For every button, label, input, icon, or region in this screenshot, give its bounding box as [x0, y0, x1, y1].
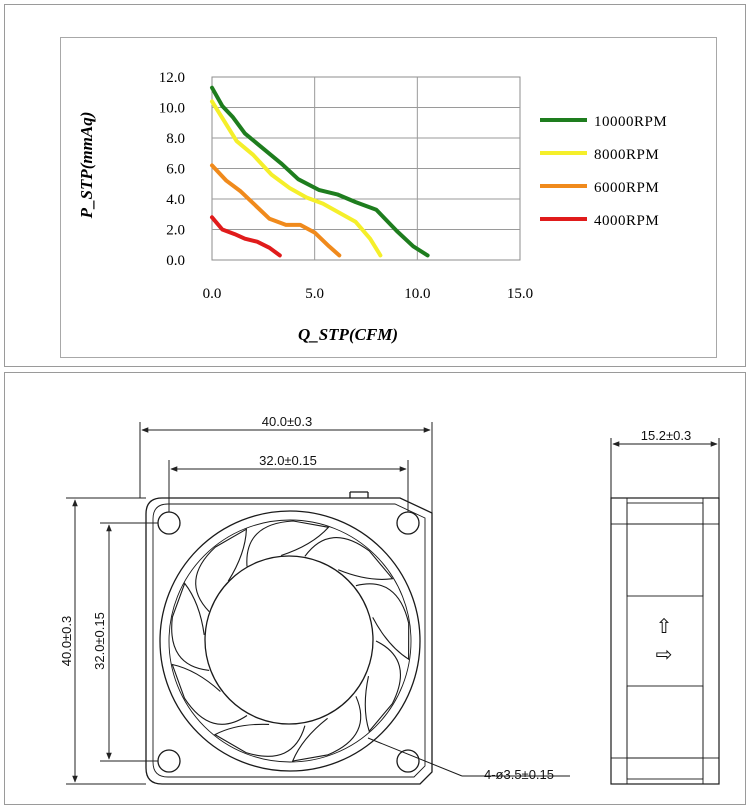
front-dimensions [66, 422, 433, 785]
chart-legend: 10000RPM 8000RPM 6000RPM 4000RPM [540, 114, 667, 229]
hole-leader-line [367, 737, 463, 777]
y-tick-label: 6.0 [166, 162, 185, 178]
series-line-10000RPM [210, 85, 430, 258]
fan-hub [204, 555, 374, 725]
fan-blade [171, 582, 210, 671]
hole-spacing-horizontal: 32.0±0.15 [259, 453, 317, 468]
chart-frame [60, 37, 717, 358]
performance-curve-panel [4, 4, 746, 367]
x-tick-label: 0.0 [203, 286, 222, 302]
legend-label: 6000RPM [594, 180, 659, 196]
side-top-block [626, 502, 704, 597]
chart-ticks: 0.0 5.0 10.0 15.0 0.0 2.0 4.0 6.0 8.0 10.0 12.0 [159, 70, 533, 302]
side-thickness-dimension: 15.2±0.3 [641, 428, 692, 443]
fan-blade [355, 583, 410, 661]
fan-side-view [610, 438, 720, 785]
y-tick-label: 8.0 [166, 131, 185, 147]
legend-label: 4000RPM [594, 213, 659, 229]
series-line-4000RPM [210, 215, 282, 258]
fan-blade [304, 537, 394, 580]
hole-spacing-vertical: 32.0±0.15 [92, 612, 107, 670]
mount-hole-bottom-right [396, 749, 420, 773]
fan-front-view [145, 491, 570, 785]
chart-grid [211, 76, 521, 261]
legend-label: 10000RPM [594, 114, 667, 130]
series-line-8000RPM [210, 99, 383, 258]
rotation-arrow-icon: ⇨ [656, 644, 673, 666]
x-tick-label: 15.0 [507, 286, 533, 302]
y-tick-label: 2.0 [166, 223, 185, 239]
y-tick-label: 4.0 [166, 192, 185, 208]
x-tick-label: 10.0 [404, 286, 430, 302]
front-height-dimension: 40.0±0.3 [59, 616, 74, 667]
y-tick-label: 12.0 [159, 70, 185, 86]
y-tick-label: 0.0 [166, 253, 185, 269]
series-line-6000RPM [210, 163, 342, 258]
y-axis-label: P_STP(mmAq) [77, 112, 96, 220]
fan-housing-outer [159, 510, 421, 772]
mount-hole-top-left [157, 511, 181, 535]
legend-label: 8000RPM [594, 147, 659, 163]
fan-frame-outline [145, 497, 433, 785]
fan-blade [171, 663, 248, 725]
fan-frame-inner-outline [152, 503, 426, 778]
side-outline [610, 497, 720, 785]
x-axis-label: Q_STP(CFM) [298, 325, 398, 344]
fan-blades [171, 520, 410, 762]
airflow-arrow-icon: ⇧ [656, 616, 673, 638]
fan-blade [213, 723, 306, 757]
mount-hole-top-right [396, 511, 420, 535]
fan-housing-inner [168, 519, 412, 763]
chart-series [210, 85, 430, 258]
hole-callout: 4-ø3.5±0.15 [484, 767, 554, 782]
y-tick-label: 10.0 [159, 101, 185, 117]
x-tick-label: 5.0 [305, 286, 324, 302]
front-width-dimension: 40.0±0.3 [262, 414, 313, 429]
fan-blade [195, 528, 247, 612]
fan-blade [364, 640, 401, 733]
fan-blade [291, 696, 362, 762]
mount-hole-bottom-left [157, 749, 181, 773]
fan-blade [246, 520, 330, 567]
side-bottom-block [626, 685, 704, 780]
